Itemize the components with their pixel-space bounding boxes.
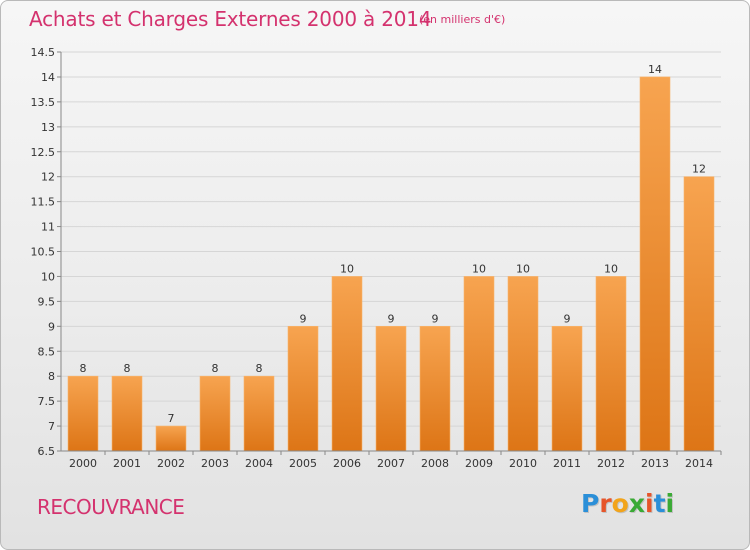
x-tick-label-2002: 2002 [157,457,185,470]
y-tick-label: 10 [41,270,55,283]
x-tick-label-2010: 2010 [509,457,537,470]
bar-2003 [199,375,231,452]
data-label-2012: 10 [604,262,618,275]
bar-2002 [155,425,187,452]
x-tick-label-2007: 2007 [377,457,405,470]
data-label-2013: 14 [648,63,662,76]
logo-letter: P [581,489,600,518]
y-tick-label: 14.5 [31,46,56,59]
x-tick-label-2009: 2009 [465,457,493,470]
bar-2000 [67,375,99,452]
data-label-2014: 12 [692,163,706,176]
y-tick-label: 13.5 [31,96,56,109]
y-tick-label: 10.5 [31,246,56,259]
proxiti-logo[interactable]: Proxiti [581,489,674,518]
y-tick-label: 7.5 [38,395,56,408]
commune-name: RECOUVRANCE [37,495,185,519]
bar-2013 [639,76,671,452]
x-tick-label-2012: 2012 [597,457,625,470]
data-label-2001: 8 [124,362,131,375]
bar-2012 [595,276,627,452]
x-tick-label-2013: 2013 [641,457,669,470]
y-tick-label: 6.5 [38,445,56,458]
data-label-2005: 9 [300,312,307,325]
logo-letter: o [611,489,629,518]
data-label-2011: 9 [564,312,571,325]
x-tick-label-2005: 2005 [289,457,317,470]
x-tick-label-2014: 2014 [685,457,713,470]
x-tick-label-2006: 2006 [333,457,361,470]
data-label-2007: 9 [388,312,395,325]
y-tick-label: 13 [41,121,55,134]
data-label-2010: 10 [516,262,530,275]
bar-2011 [551,326,583,452]
data-label-2006: 10 [340,262,354,275]
logo-letter: i [645,489,654,518]
data-label-2000: 8 [80,362,87,375]
data-label-2009: 10 [472,262,486,275]
chart-unit: (en milliers d'€) [419,13,506,26]
bar-2014 [683,176,715,452]
bar-2001 [111,375,143,452]
logo-letter: i [665,489,675,518]
data-label-2002: 7 [168,412,175,425]
x-tick-label-2003: 2003 [201,457,229,470]
data-label-2003: 8 [212,362,219,375]
y-tick-label: 14 [41,71,55,84]
logo-letter: t [653,489,666,518]
y-tick-label: 11 [41,221,55,234]
axes [57,51,722,455]
y-tick-label: 8.5 [38,345,56,358]
y-tick-label: 9.5 [38,295,56,308]
bars [67,76,715,452]
y-tick-label: 7 [48,420,55,433]
x-tick-label-2008: 2008 [421,457,449,470]
x-tick-label-2011: 2011 [553,457,581,470]
data-label-2004: 8 [256,362,263,375]
bar-2007 [375,326,407,452]
bar-2009 [463,276,495,452]
logo-letter: x [628,489,645,518]
chart-title: Achats et Charges Externes 2000 à 2014 [29,7,432,31]
bar-2010 [507,276,539,452]
x-tick-label-2000: 2000 [69,457,97,470]
y-tick-label: 9 [48,320,55,333]
y-tick-label: 12 [41,171,55,184]
bar-2008 [419,326,451,452]
bar-2004 [243,375,275,452]
logo-letter: r [599,489,612,518]
y-tick-label: 11.5 [31,196,56,209]
data-label-2008: 9 [432,312,439,325]
y-tick-label: 12.5 [31,146,56,159]
x-tick-label-2004: 2004 [245,457,273,470]
x-tick-label-2001: 2001 [113,457,141,470]
bar-2005 [287,326,319,452]
labels: 6.5 7 7.5 8 8.5 9 9.5 10 10.5 11 11.5 12 12.5 13 13.5 1… [31,46,714,470]
y-tick-label: 8 [48,370,55,383]
bar-2006 [331,276,363,452]
